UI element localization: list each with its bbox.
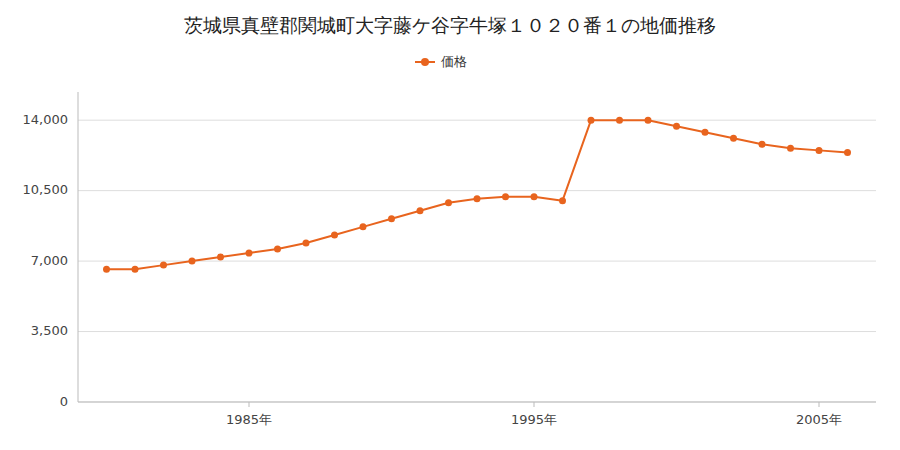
- point: [331, 231, 338, 238]
- chart-container: 茨城県真壁郡関城町大字藤ケ谷字牛塚１０２０番１の地価推移 0 3,500 7,000 1…: [0, 0, 900, 450]
- point: [559, 197, 566, 204]
- point: [274, 246, 281, 253]
- grid-line: [78, 190, 876, 191]
- y-tick-label: 0: [60, 394, 68, 409]
- legend-marker: [421, 58, 429, 66]
- x-tick: [249, 402, 250, 407]
- x-tick: [534, 402, 535, 407]
- title: 茨城県真壁郡関城町大字藤ケ谷字牛塚１０２０番１の地価推移: [184, 14, 716, 36]
- x-tick-label: 1985年: [226, 412, 272, 427]
- y-tick-label: 7,000: [31, 253, 68, 268]
- legend-label: 価格: [441, 54, 467, 69]
- y-tick-label: 14,000: [23, 112, 69, 127]
- point: [616, 117, 623, 124]
- y-axis: 0 3,500 7,000 10,500 14,000: [23, 92, 79, 409]
- grid-line: [78, 120, 876, 121]
- plot-area: [103, 117, 851, 273]
- legend: 価格: [415, 54, 467, 69]
- point: [217, 254, 224, 261]
- grid: [78, 120, 876, 402]
- point: [531, 193, 538, 200]
- point: [388, 215, 395, 222]
- point: [160, 262, 167, 269]
- point: [502, 193, 509, 200]
- grid-line: [78, 331, 876, 332]
- point: [445, 199, 452, 206]
- point: [730, 135, 737, 142]
- x-axis-line: [78, 402, 876, 403]
- point: [759, 141, 766, 148]
- point: [787, 145, 794, 152]
- chart-svg: 茨城県真壁郡関城町大字藤ケ谷字牛塚１０２０番１の地価推移 0 3,500 7,000 1…: [0, 0, 900, 450]
- line: [107, 120, 848, 269]
- point: [474, 195, 481, 202]
- y-tick-label: 10,500: [23, 182, 69, 197]
- point: [673, 123, 680, 130]
- point: [103, 266, 110, 273]
- point: [360, 223, 367, 230]
- point: [246, 250, 253, 257]
- y-axis-line: [78, 92, 79, 402]
- x-axis: 1985年 1995年 2005年: [78, 402, 876, 427]
- point: [303, 239, 310, 246]
- point: [816, 147, 823, 154]
- x-tick-label: 1995年: [511, 412, 557, 427]
- point: [189, 258, 196, 265]
- y-tick-label: 3,500: [31, 323, 68, 338]
- point: [844, 149, 851, 156]
- point: [132, 266, 139, 273]
- point: [702, 129, 709, 136]
- point: [588, 117, 595, 124]
- grid-line: [78, 402, 876, 403]
- point: [645, 117, 652, 124]
- x-tick: [819, 402, 820, 407]
- point: [417, 207, 424, 214]
- x-tick-label: 2005年: [796, 412, 842, 427]
